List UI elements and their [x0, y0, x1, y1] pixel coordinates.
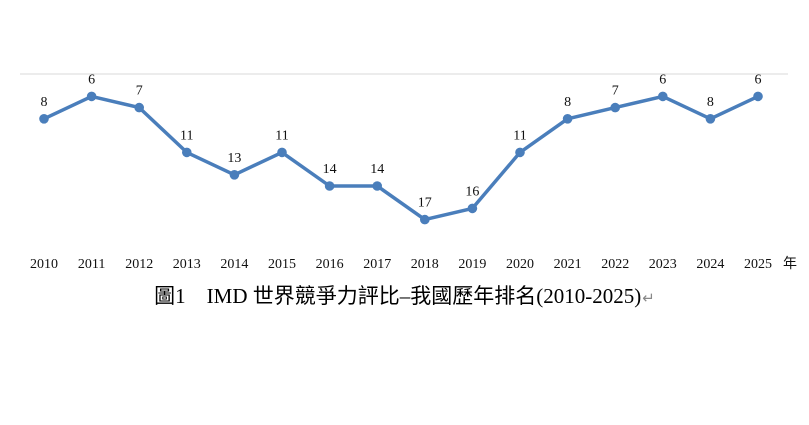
x-tick-label-2024: 2024 [696, 257, 724, 272]
data-label-2012: 7 [136, 84, 143, 99]
data-point-2010 [39, 114, 49, 124]
x-tick-label-2023: 2023 [649, 257, 677, 272]
x-tick-label-2012: 2012 [125, 257, 153, 272]
data-label-2010: 8 [41, 95, 48, 110]
data-point-2018 [420, 214, 430, 225]
data-label-2020: 11 [513, 128, 526, 143]
data-label-2014: 13 [227, 151, 241, 166]
data-label-2011: 6 [88, 72, 95, 87]
data-label-2024: 8 [707, 95, 714, 110]
data-point-2021 [562, 114, 573, 124]
data-labels-group: 8 6 7 11 13 11 14 14 17 16 11 8 7 6 8 6 [41, 72, 762, 210]
x-tick-label-2019: 2019 [458, 257, 486, 272]
data-point-2020 [515, 147, 525, 158]
data-label-2021: 8 [564, 95, 571, 110]
data-label-2016: 14 [323, 162, 337, 177]
x-tick-label-2018: 2018 [411, 257, 439, 272]
data-label-2015: 11 [275, 128, 288, 143]
x-tick-label-2025: 2025 [744, 257, 772, 272]
data-label-2023: 6 [659, 72, 666, 87]
x-tick-label-2014: 2014 [220, 257, 248, 272]
x-tick-label-2013: 2013 [173, 257, 201, 272]
data-point-2022 [610, 102, 620, 113]
series-line [43, 94, 759, 222]
data-point-2017 [372, 181, 383, 191]
data-label-2018: 17 [418, 196, 432, 211]
x-tick-label-2010: 2010 [30, 257, 58, 272]
data-point-2013 [182, 147, 192, 158]
data-point-2011 [86, 91, 97, 102]
data-label-2025: 6 [755, 72, 762, 87]
data-point-2019 [467, 203, 478, 214]
x-tick-label-2015: 2015 [268, 257, 296, 272]
paragraph-return-mark: ↵ [642, 289, 655, 307]
data-point-2014 [229, 170, 240, 180]
data-point-2023 [658, 91, 668, 102]
data-label-2022: 7 [612, 84, 619, 99]
figure-caption: 圖1 IMD 世界競爭力評比–我國歷年排名(2010-2025)↵ [0, 280, 809, 310]
x-tick-labels-group: 2010 2011 2012 2013 2014 2015 2016 2017 2018 2019… [30, 257, 772, 272]
x-tick-label-2011: 2011 [78, 257, 105, 272]
x-tick-label-2020: 2020 [506, 257, 534, 272]
data-label-2019: 16 [465, 184, 479, 199]
x-tick-label-2017: 2017 [363, 257, 391, 272]
series-line-group [43, 94, 759, 222]
markers-group [39, 91, 763, 225]
data-point-2016 [324, 181, 335, 191]
x-tick-label-2021: 2021 [554, 257, 582, 272]
x-tick-label-2016: 2016 [316, 257, 344, 272]
x-tick-label-2022: 2022 [601, 257, 629, 272]
data-point-2024 [705, 114, 716, 124]
data-label-2017: 14 [370, 162, 384, 177]
x-axis-unit-label: 年 [783, 256, 797, 272]
data-label-2013: 11 [180, 128, 193, 143]
data-point-2015 [277, 147, 287, 158]
caption-title: 圖1 IMD 世界競爭力評比–我國歷年排名(2010-2025) [154, 284, 642, 308]
data-point-2025 [753, 91, 763, 102]
data-point-2012 [134, 102, 144, 113]
